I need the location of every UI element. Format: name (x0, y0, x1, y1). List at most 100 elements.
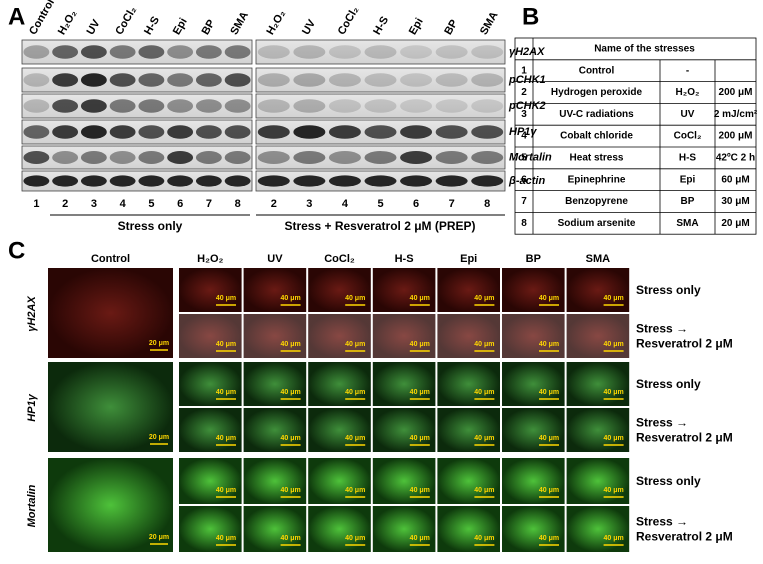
blot-band (471, 125, 504, 139)
blot-band (257, 99, 290, 113)
scale-label: 40 μm (474, 487, 494, 494)
table-cell: 20 μM (721, 218, 749, 229)
blot-band (23, 175, 50, 187)
panel-label: C (8, 237, 25, 264)
table-cell: Cobalt chloride (560, 131, 633, 142)
lane-number: 8 (235, 198, 241, 210)
scale-label: 40 μm (345, 389, 365, 396)
blot-band (52, 151, 79, 164)
scale-label: 40 μm (345, 535, 365, 542)
table-border (514, 37, 757, 235)
blot-band (109, 73, 136, 87)
blot-band (23, 151, 50, 164)
blot-band (195, 125, 222, 139)
table-cell: 1 (521, 65, 527, 76)
blot-band (435, 175, 468, 187)
lane-number: 3 (306, 198, 312, 210)
blot-band (435, 73, 468, 87)
blot-band (435, 125, 468, 139)
micrograph (48, 458, 173, 552)
blot-band (109, 175, 136, 187)
blot-band (400, 99, 433, 113)
condition-label: Stress only (636, 377, 701, 391)
table-cell: 2 mJ/cm² (714, 109, 758, 120)
blot-band (364, 73, 397, 87)
protein-label: pCHK1 (508, 74, 546, 86)
scale-label: 40 μm (603, 295, 623, 302)
micrograph (48, 268, 173, 358)
table-cell: 30 μM (721, 196, 749, 207)
blot-band (80, 125, 107, 139)
table-cell: Sodium arsenite (558, 218, 636, 229)
group-label: Stress + Resveratrol 2 μM (PREP) (284, 219, 475, 233)
lane-label: BP (442, 18, 460, 37)
blot-band (293, 45, 326, 59)
table-cell: Epi (680, 174, 696, 185)
blot-band (167, 99, 194, 113)
table-cell: SMA (676, 218, 698, 229)
blot-band (52, 73, 79, 87)
scale-label: 20 μm (149, 534, 169, 541)
blot-band (195, 45, 222, 59)
scale-label: 40 μm (410, 435, 430, 442)
scale-label: 40 μm (280, 341, 300, 348)
blot-band (224, 175, 251, 187)
blot-band (328, 151, 361, 164)
lane-label: SMA (478, 10, 501, 37)
panel-label: A (8, 3, 25, 30)
column-label: Epi (460, 253, 477, 265)
lane-number: 7 (449, 198, 455, 210)
blot-band (293, 125, 326, 139)
table-cell: 3 (521, 109, 527, 120)
table-header: Name of the stresses (594, 44, 695, 55)
lane-number: 4 (342, 198, 349, 210)
lane-number: 5 (148, 198, 154, 210)
scale-label: 40 μm (410, 389, 430, 396)
scale-label: 40 μm (474, 535, 494, 542)
blot-band (80, 99, 107, 113)
lane-number: 2 (62, 198, 68, 210)
lane-number: 6 (177, 198, 183, 210)
blot-band (435, 45, 468, 59)
blot-band (293, 151, 326, 164)
scale-label: 40 μm (474, 435, 494, 442)
blot-band (52, 45, 79, 59)
blot-band (364, 125, 397, 139)
blot-band (471, 175, 504, 187)
lane-label: CoCl₂ (336, 4, 362, 37)
blot-band (23, 125, 50, 139)
scale-label: 40 μm (474, 341, 494, 348)
protein-label: β-actin (508, 175, 545, 187)
column-label: SMA (586, 253, 611, 265)
blot-band (328, 175, 361, 187)
micrograph (48, 362, 173, 452)
table-cell: 2 (521, 87, 527, 98)
scale-label: 40 μm (216, 435, 236, 442)
scale-label: 40 μm (216, 389, 236, 396)
condition-label: Resveratrol 2 μM (636, 530, 733, 544)
lane-number: 6 (413, 198, 419, 210)
table-cell: UV (681, 109, 695, 120)
blot-band (257, 125, 290, 139)
blot-band (257, 151, 290, 164)
blot-strip (255, 39, 506, 65)
blot-band (138, 73, 165, 87)
table-cell: 7 (521, 196, 527, 207)
table-cell: 5 (521, 153, 527, 164)
scale-label: 40 μm (280, 295, 300, 302)
scale-label: 40 μm (474, 389, 494, 396)
table-cell: Epinephrine (568, 174, 626, 185)
blot-band (80, 45, 107, 59)
scale-label: 40 μm (216, 487, 236, 494)
blot-band (52, 125, 79, 139)
scale-label: 40 μm (280, 435, 300, 442)
blot-band (364, 45, 397, 59)
blot-band (364, 175, 397, 187)
blot-band (195, 151, 222, 164)
blot-band (80, 73, 107, 87)
scale-label: 40 μm (280, 487, 300, 494)
blot-band (328, 125, 361, 139)
protein-label: pCHK2 (508, 100, 546, 112)
protein-label: γH2AX (509, 46, 545, 58)
blot-band (80, 151, 107, 164)
